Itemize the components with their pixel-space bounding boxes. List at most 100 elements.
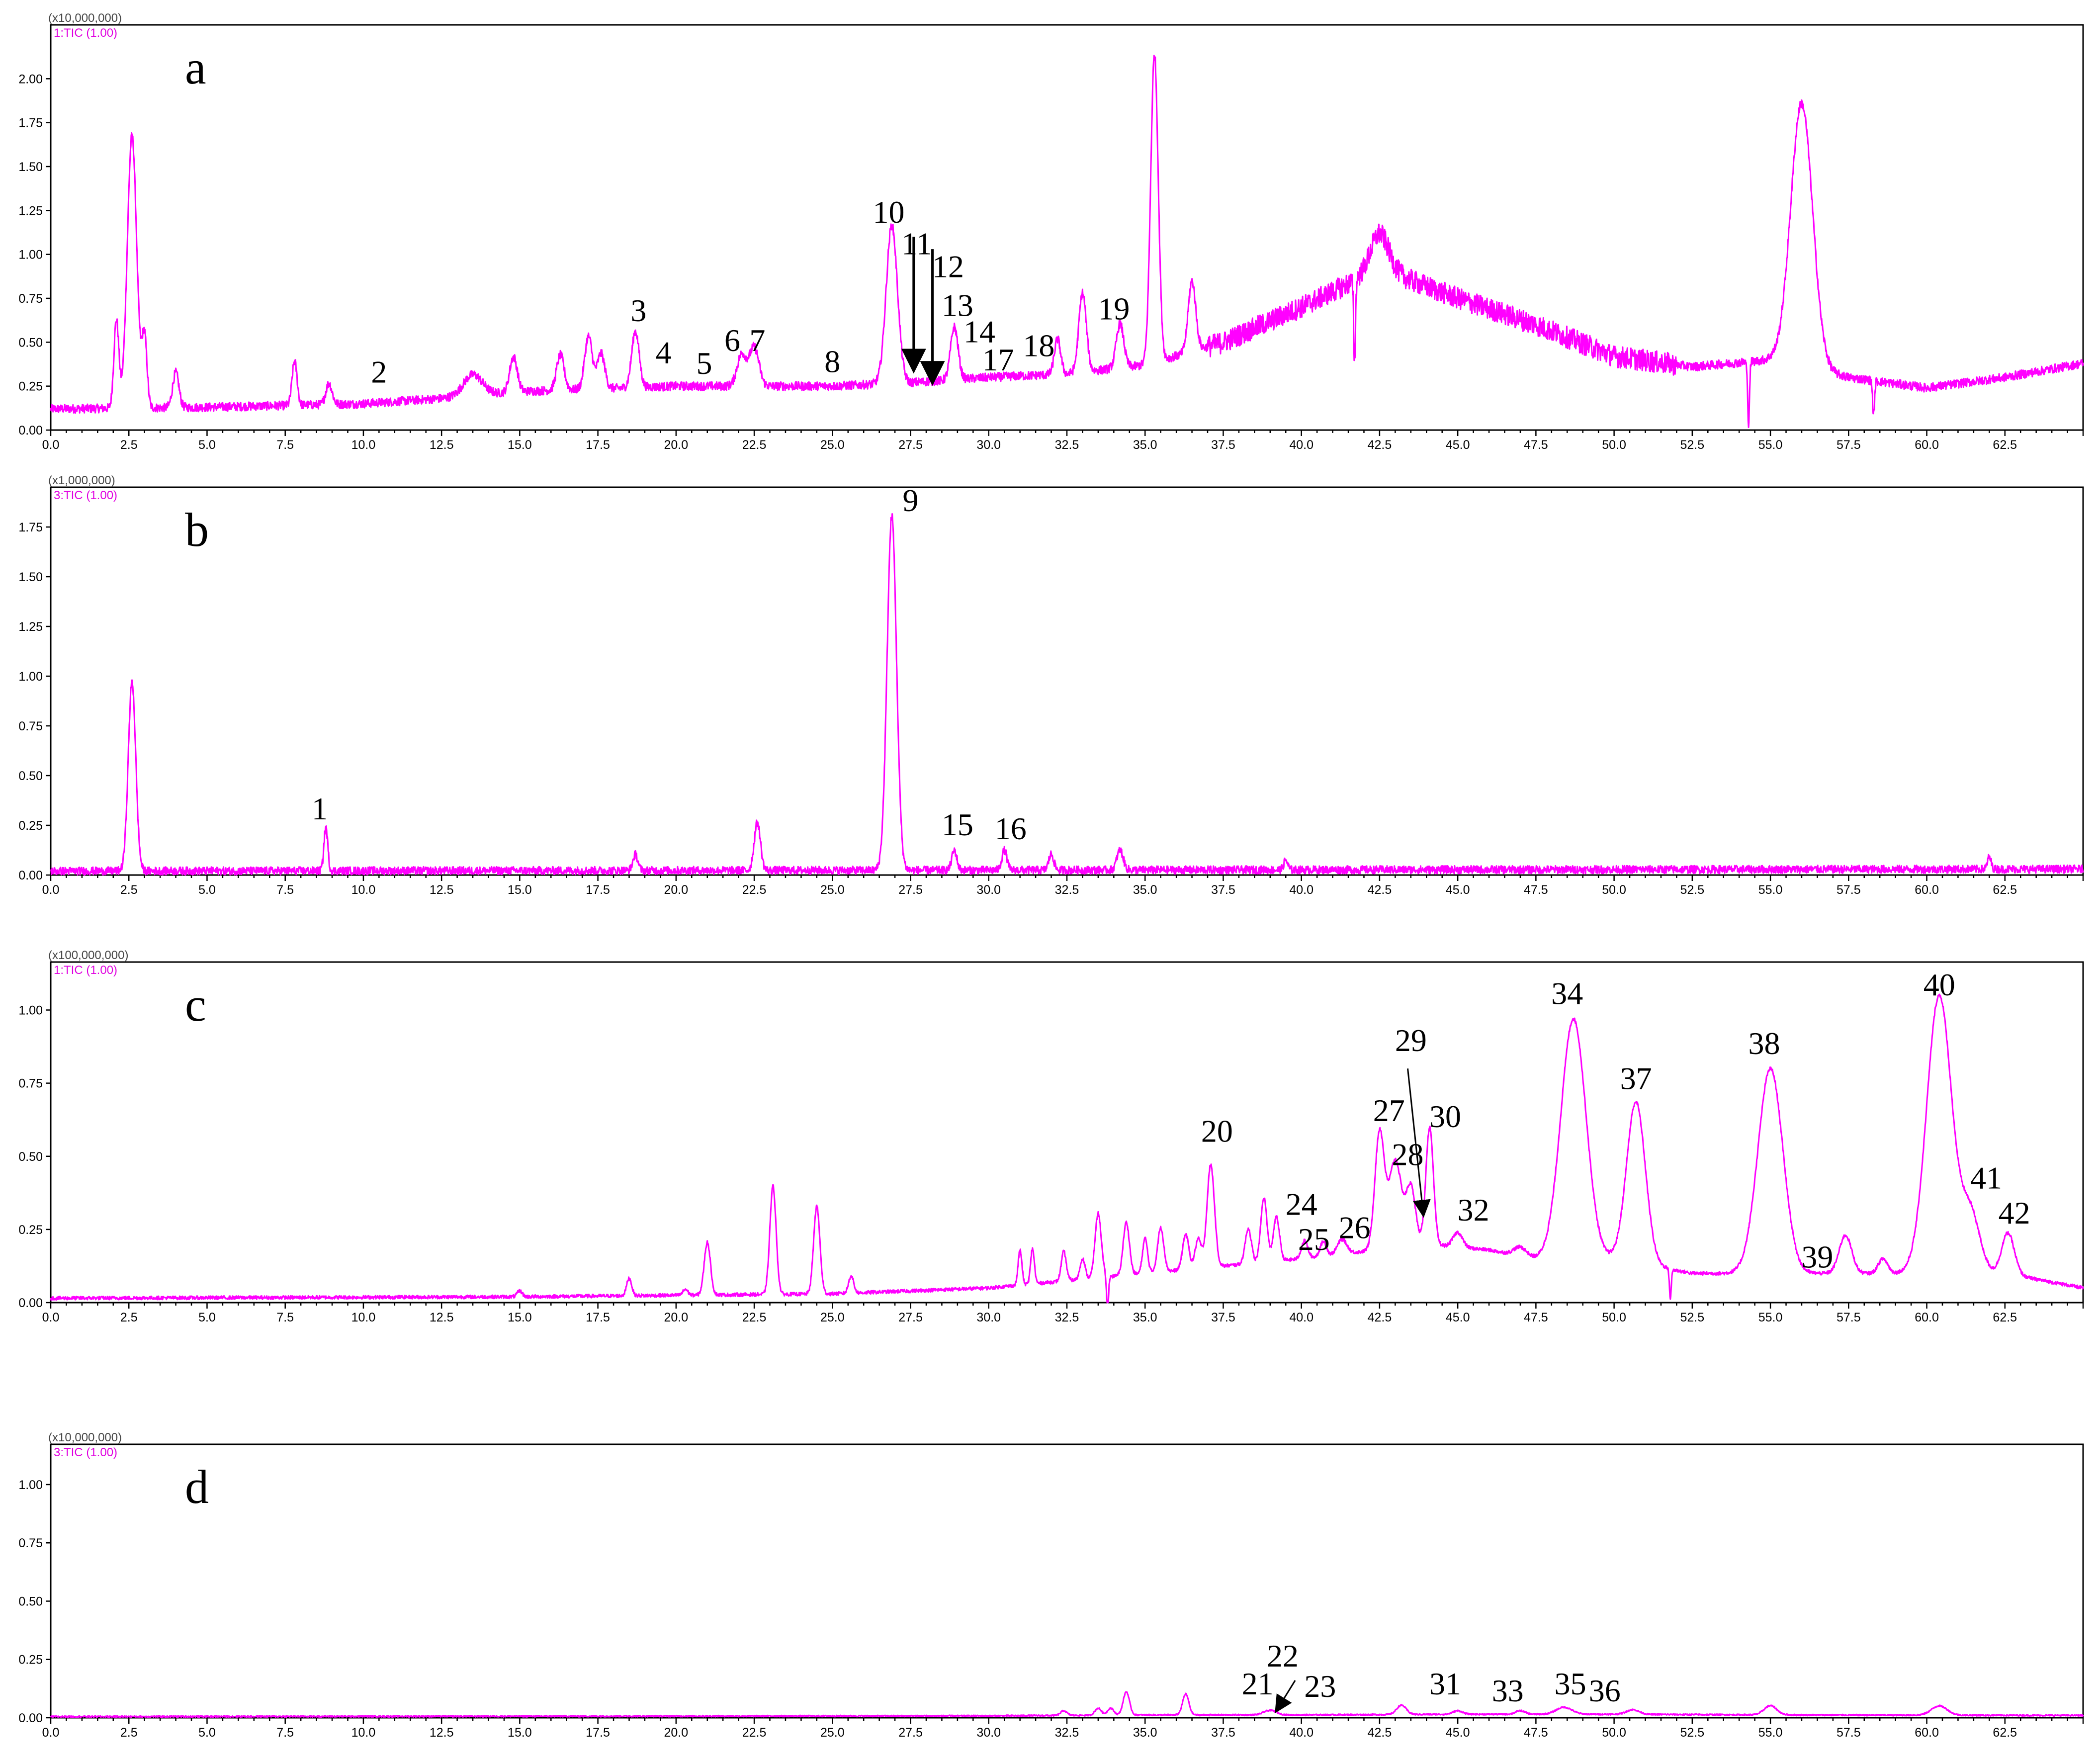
x-tick-label: 10.0	[351, 883, 376, 897]
y-tick-label: 0.25	[18, 1653, 43, 1667]
x-tick-label: 15.0	[508, 883, 532, 897]
peak-label-12: 12	[932, 249, 964, 284]
y-tick-label: 0.25	[18, 819, 43, 833]
x-tick-label: 37.5	[1211, 1311, 1235, 1324]
y-tick-label: 0.00	[18, 1296, 43, 1310]
y-tick-label: 0.00	[18, 1711, 43, 1725]
peak-label-16: 16	[995, 811, 1027, 846]
x-tick-label: 15.0	[508, 1726, 532, 1740]
peak-label-24: 24	[1286, 1186, 1317, 1222]
x-tick-label: 55.0	[1758, 1311, 1783, 1324]
peak-label-20: 20	[1201, 1113, 1233, 1148]
x-tick-label: 22.5	[742, 1311, 767, 1324]
x-tick-label: 50.0	[1602, 438, 1626, 452]
x-tick-label: 57.5	[1837, 438, 1861, 452]
peak-label-11: 11	[901, 226, 932, 262]
x-tick-label: 50.0	[1602, 1311, 1626, 1324]
y-tick-label: 1.75	[18, 116, 43, 130]
x-tick-label: 22.5	[742, 438, 767, 452]
y-tick-label: 0.50	[18, 1594, 43, 1608]
x-tick-label: 27.5	[898, 438, 923, 452]
x-tick-label: 52.5	[1680, 438, 1705, 452]
x-tick-label: 7.5	[276, 1726, 294, 1740]
x-tick-label: 25.0	[820, 438, 845, 452]
x-tick-label: 30.0	[976, 438, 1001, 452]
y-tick-label: 2.00	[18, 72, 43, 86]
pointer-arrow	[1275, 1680, 1296, 1714]
x-tick-label: 37.5	[1211, 883, 1235, 897]
peak-label-23: 23	[1304, 1669, 1336, 1704]
x-tick-label: 27.5	[898, 1726, 923, 1740]
x-tick-label: 45.0	[1446, 438, 1470, 452]
x-tick-label: 52.5	[1680, 883, 1705, 897]
peak-label-25: 25	[1298, 1222, 1330, 1257]
y-scale-label: (x100,000,000)	[48, 949, 128, 962]
x-tick-label: 40.0	[1289, 883, 1313, 897]
series-label: 1:TIC (1.00)	[54, 26, 117, 40]
peak-label-15: 15	[942, 807, 973, 842]
peak-label-13: 13	[942, 287, 973, 323]
x-tick-label: 20.0	[664, 1311, 689, 1324]
y-tick-label: 1.50	[18, 160, 43, 174]
x-tick-label: 27.5	[898, 1311, 923, 1324]
peak-label-36: 36	[1589, 1673, 1621, 1708]
peak-label-40: 40	[1924, 967, 1955, 1002]
x-tick-label: 62.5	[1993, 1311, 2017, 1324]
panel-label: d	[185, 1460, 209, 1513]
y-tick-label: 1.00	[18, 248, 43, 262]
peak-label-9: 9	[903, 483, 919, 518]
plot-frame	[50, 1443, 2084, 1719]
y-tick-label: 1.00	[18, 1478, 43, 1492]
tic-trace	[50, 1691, 2084, 1718]
y-tick-label: 1.25	[18, 204, 43, 218]
y-tick-label: 0.25	[18, 1223, 43, 1237]
x-tick-label: 37.5	[1211, 438, 1235, 452]
x-tick-label: 50.0	[1602, 1726, 1626, 1740]
x-tick-label: 60.0	[1915, 1726, 1939, 1740]
x-tick-label: 42.5	[1368, 1311, 1392, 1324]
x-tick-label: 30.0	[976, 1726, 1001, 1740]
x-tick-label: 60.0	[1915, 883, 1939, 897]
peak-label-17: 17	[982, 342, 1014, 377]
x-tick-label: 60.0	[1915, 1311, 1939, 1324]
x-tick-label: 15.0	[508, 1311, 532, 1324]
x-tick-label: 40.0	[1289, 1726, 1313, 1740]
peak-label-35: 35	[1555, 1666, 1586, 1701]
x-tick-label: 32.5	[1055, 883, 1079, 897]
tic-trace	[50, 513, 2084, 876]
x-tick-label: 25.0	[820, 1311, 845, 1324]
x-tick-label: 35.0	[1133, 438, 1157, 452]
plot-frame	[50, 486, 2084, 876]
peak-label-8: 8	[824, 344, 840, 379]
x-tick-label: 45.0	[1446, 1726, 1470, 1740]
peak-label-7: 7	[749, 323, 765, 358]
x-tick-label: 40.0	[1289, 438, 1313, 452]
peak-label-38: 38	[1748, 1026, 1780, 1061]
peak-label-5: 5	[696, 346, 712, 381]
x-tick-label: 2.5	[120, 438, 138, 452]
y-tick-label: 0.75	[18, 1536, 43, 1550]
x-tick-label: 0.0	[42, 438, 60, 452]
x-tick-label: 12.5	[430, 1726, 454, 1740]
peak-label-34: 34	[1551, 976, 1583, 1011]
x-tick-label: 12.5	[430, 883, 454, 897]
x-tick-label: 27.5	[898, 883, 923, 897]
x-tick-label: 57.5	[1837, 883, 1861, 897]
chart-panel-b: (x1,000,000) 3:TIC (1.00) 0.00 0.25 0.50 0.75…	[18, 474, 2084, 897]
x-tick-label: 12.5	[430, 1311, 454, 1324]
y-tick-label: 1.50	[18, 570, 43, 584]
series-label: 3:TIC (1.00)	[54, 1446, 117, 1459]
peak-label-22: 22	[1267, 1638, 1299, 1674]
plot-frame	[50, 961, 2084, 1304]
x-tick-label: 12.5	[430, 438, 454, 452]
x-tick-label: 30.0	[976, 1311, 1001, 1324]
y-tick-label: 0.75	[18, 292, 43, 306]
x-tick-label: 7.5	[276, 883, 294, 897]
x-tick-label: 40.0	[1289, 1311, 1313, 1324]
peak-label-33: 33	[1492, 1673, 1524, 1708]
y-tick-label: 0.25	[18, 380, 43, 394]
y-scale-label: (x10,000,000)	[48, 1431, 122, 1444]
peak-label-26: 26	[1339, 1210, 1371, 1245]
panel-label: c	[185, 978, 206, 1031]
y-tick-label: 1.75	[18, 521, 43, 534]
